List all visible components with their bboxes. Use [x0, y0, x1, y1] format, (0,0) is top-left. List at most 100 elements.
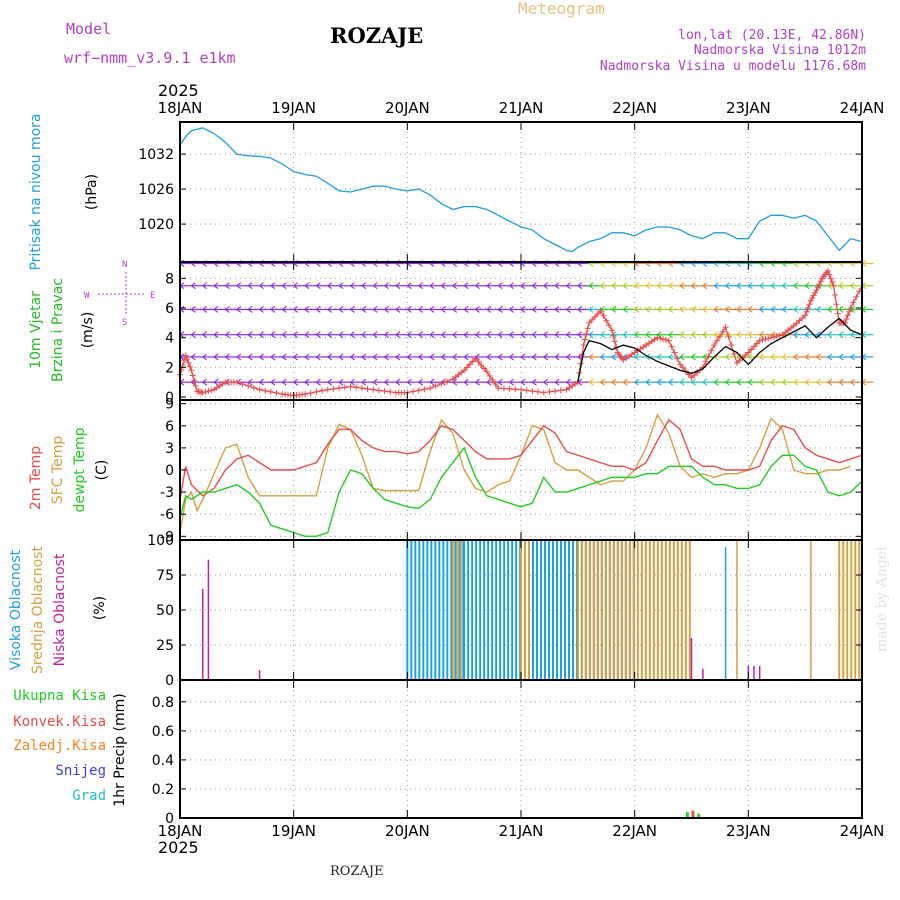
wind-barb-head	[645, 306, 651, 313]
wind-barb-head	[838, 331, 844, 339]
gust-marker	[302, 391, 309, 398]
gust-marker	[662, 336, 669, 343]
gust-marker	[336, 385, 343, 392]
wind-barb-head	[804, 331, 810, 339]
gust-marker	[256, 386, 263, 393]
wind-barb-head	[792, 306, 799, 313]
wind-barb-head	[520, 306, 526, 313]
wind-barb-head	[213, 331, 219, 339]
gust-marker	[586, 319, 593, 326]
wind-barb-head	[576, 353, 583, 361]
wind-barb-head	[315, 306, 321, 313]
gust-marker	[847, 305, 854, 311]
gust-marker	[475, 358, 482, 365]
gust-marker	[184, 356, 191, 363]
gust-marker	[807, 297, 814, 304]
wind-barb-head	[497, 331, 503, 339]
wind-barb-head	[599, 378, 605, 386]
wind-barb-head	[667, 282, 674, 290]
y-tick-label: 0	[165, 811, 174, 827]
wind-barb-head	[770, 353, 776, 361]
wind-barb-head	[554, 331, 560, 339]
wind-barb-head	[292, 282, 298, 290]
wind-barb-head	[508, 282, 514, 290]
wind-barb-head	[520, 282, 526, 290]
wind-barb-head	[497, 282, 503, 290]
gust-marker	[500, 385, 507, 392]
gust-marker	[205, 388, 212, 395]
wind-barb-head	[656, 353, 662, 361]
wind-barb-head	[326, 378, 333, 386]
wind-barb-head	[247, 353, 253, 361]
coords: lon,lat (20.13E, 42.86N)	[678, 28, 866, 43]
wind-barb-head	[383, 378, 389, 386]
wind-barb-head	[690, 331, 696, 339]
wind-barb-head	[497, 353, 503, 361]
wind-barb-head	[508, 306, 514, 313]
wind-barb-head	[315, 331, 321, 339]
wind-barb-head	[690, 282, 696, 290]
wind-barb-head	[292, 378, 298, 386]
wind-barb-head	[304, 306, 310, 313]
gust-marker	[181, 357, 188, 364]
wind-barb-head	[724, 282, 730, 290]
gust-marker	[461, 367, 468, 374]
wind-barb-head	[849, 378, 855, 386]
wind-barb-head	[383, 353, 389, 361]
compass-n: N	[122, 260, 127, 270]
wind-barb-head	[372, 306, 378, 313]
gust-marker	[182, 352, 189, 359]
wind-barb-head	[201, 378, 208, 386]
wind-barb-head	[849, 282, 855, 290]
precip-legend: Ukupna Kisa	[13, 688, 106, 704]
gust-marker	[583, 330, 590, 337]
wind-barb-head	[747, 306, 753, 313]
dewpt-line	[179, 446, 863, 538]
wind-barb-head	[542, 331, 549, 339]
wind-barb-head	[372, 282, 378, 290]
wind-barb-head	[463, 331, 469, 339]
ylabel-cloud-unit: (%)	[92, 596, 108, 620]
wind-barb-head	[576, 306, 583, 313]
wind-barb-head	[247, 282, 253, 290]
wind-barb-head	[270, 306, 276, 313]
wind-barb-head	[451, 306, 458, 313]
wind-barb-head	[213, 353, 219, 361]
year-top: 2025	[158, 81, 199, 100]
wind-barb-head	[451, 353, 458, 361]
wind-speed-line	[577, 317, 863, 383]
wind-barb-head	[599, 331, 605, 339]
wind-barb-head	[758, 353, 765, 361]
gust-marker	[313, 388, 320, 395]
wind-barb-head	[235, 282, 242, 290]
gust-marker	[606, 322, 613, 329]
wind-barb-head	[395, 306, 401, 313]
wind-barb-head	[622, 282, 628, 290]
gust-marker	[546, 388, 553, 395]
x-tick-label-top: 21JAN	[499, 99, 544, 117]
wind-barb-head	[508, 331, 514, 339]
gust-marker	[245, 382, 252, 389]
gust-marker	[731, 351, 738, 357]
gust-marker	[581, 336, 588, 343]
gust-marker	[486, 372, 493, 379]
wind-barb-head	[838, 282, 844, 290]
wind-barb-head	[747, 331, 753, 339]
wind-barb-head	[815, 353, 821, 361]
gust-marker	[324, 386, 331, 393]
gust-marker	[716, 333, 723, 340]
gust-marker	[829, 279, 836, 286]
gust-marker	[812, 289, 819, 296]
wind-barb-head	[360, 353, 367, 361]
gust-marker	[679, 364, 686, 371]
gust-marker	[719, 328, 726, 335]
wind-barb-head	[463, 282, 469, 290]
wind-barb-head	[349, 353, 355, 361]
wind-barb-head	[201, 282, 208, 290]
wind-barb-head	[531, 282, 537, 290]
wind-barb-head	[622, 378, 628, 386]
wind-barb-head	[406, 282, 412, 290]
gust-marker	[191, 377, 198, 384]
gust-marker	[387, 388, 394, 395]
